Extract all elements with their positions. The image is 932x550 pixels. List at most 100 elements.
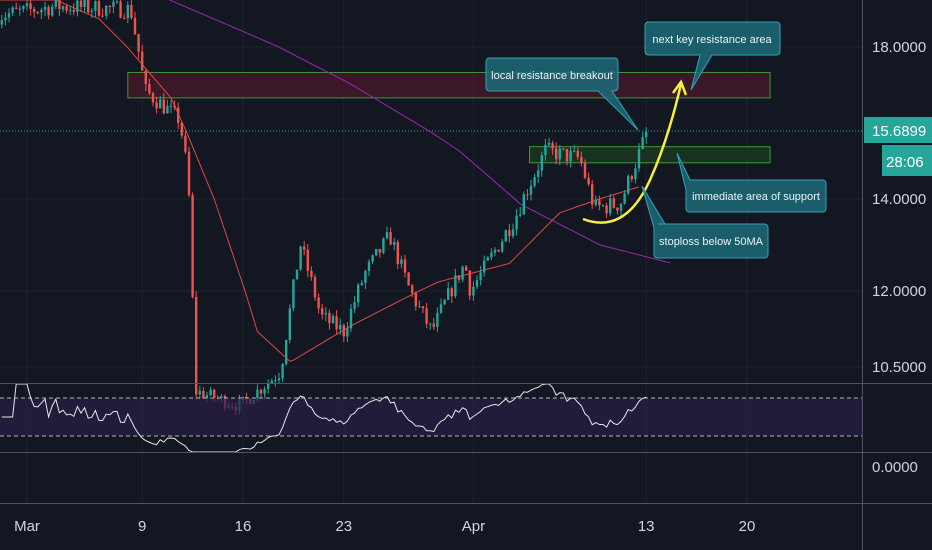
candle-up — [537, 170, 540, 177]
candle-down — [555, 148, 558, 160]
candle-down — [598, 199, 601, 206]
candle-down — [65, 6, 68, 11]
time-tick: 13 — [638, 518, 655, 535]
candle-down — [389, 232, 392, 245]
candle-down — [202, 390, 205, 399]
candle-down — [184, 135, 187, 152]
candle-down — [414, 293, 417, 307]
candle-up — [209, 389, 212, 396]
candle-down — [151, 93, 155, 103]
price-tick: 14.0000 — [872, 191, 926, 208]
candle-up — [443, 299, 446, 305]
time-tick: 20 — [739, 518, 756, 535]
candle-down — [130, 4, 133, 18]
candle-up — [295, 269, 299, 280]
candle-down — [36, 12, 39, 14]
candle-up — [447, 288, 450, 300]
candle-up — [519, 214, 522, 216]
time-tick: 16 — [235, 518, 252, 535]
candle-up — [515, 215, 518, 230]
candle-up — [472, 286, 475, 296]
candle-up — [418, 306, 421, 308]
candle-up — [360, 282, 363, 285]
candle-up — [511, 229, 515, 237]
candle-up — [115, 1, 119, 3]
candle-up — [594, 199, 597, 205]
ma50-line — [0, 0, 640, 362]
candle-up — [641, 137, 644, 149]
candle-up — [371, 255, 374, 262]
candle-up — [645, 132, 648, 138]
candle-down — [310, 270, 313, 277]
candle-up — [479, 272, 482, 281]
candle-up — [22, 6, 25, 9]
candle-down — [497, 249, 500, 252]
candle-up — [357, 284, 360, 303]
candle-up — [220, 396, 223, 399]
callout-stoploss[interactable]: stoploss below 50MA — [641, 185, 769, 259]
callout-next-key-resistance[interactable]: next key resistance area — [644, 21, 781, 91]
time-tick: 23 — [335, 518, 352, 535]
ma200-path — [169, 0, 671, 264]
price-axis[interactable]: 18.0000 14.0000 12.0000 10.5000 0.0000 1… — [864, 39, 932, 476]
candle-up — [461, 266, 464, 280]
candle-down — [551, 142, 554, 149]
callout-immediate-support[interactable]: immediate area of support — [676, 152, 827, 213]
candle-down — [403, 259, 407, 273]
candle-down — [187, 151, 191, 195]
candle-up — [540, 155, 543, 171]
candle-up — [364, 271, 367, 283]
candle-up — [483, 260, 486, 273]
time-axis[interactable]: Mar 9 16 23 Apr 13 20 — [14, 518, 755, 535]
rsi-line — [1, 383, 647, 453]
candle-up — [274, 380, 277, 382]
candle-down — [580, 157, 583, 163]
candle-down — [335, 316, 338, 330]
candle-up — [619, 203, 623, 211]
candle-up — [504, 230, 507, 242]
candle-down — [576, 150, 579, 158]
candle-down — [342, 325, 345, 337]
candle-down — [432, 323, 435, 327]
callout-text: next key resistance area — [652, 34, 772, 46]
candle-up — [83, 0, 86, 8]
candle-up — [529, 185, 533, 195]
candle-up — [18, 8, 21, 10]
candle-down — [173, 105, 176, 108]
support-zone — [529, 146, 771, 164]
callout-local-resistance-breakout[interactable]: local resistance breakout — [485, 57, 639, 131]
oscillator-tick: 0.0000 — [872, 459, 918, 476]
callout-text: local resistance breakout — [491, 70, 613, 82]
candle-down — [15, 7, 18, 9]
candle-up — [25, 3, 29, 7]
candle-down — [101, 15, 104, 17]
candle-down — [306, 249, 309, 271]
candle-up — [299, 246, 302, 270]
candle-up — [493, 249, 497, 253]
candle-up — [90, 10, 93, 13]
candle-down — [87, 0, 90, 13]
candle-up — [573, 150, 576, 152]
candle-up — [11, 7, 14, 14]
candle-down — [148, 83, 151, 94]
countdown-badge — [882, 145, 932, 176]
candle-down — [630, 176, 633, 180]
rsi-band — [0, 398, 862, 436]
candle-up — [382, 238, 385, 253]
candle-up — [454, 275, 457, 297]
candle-up — [501, 241, 504, 252]
candle-up — [205, 395, 209, 399]
candle-up — [486, 257, 489, 261]
candle-up — [94, 1, 97, 11]
candle-up — [40, 9, 43, 13]
candle-up — [324, 312, 327, 315]
candle-down — [191, 194, 194, 298]
candle-down — [421, 306, 425, 309]
candle-up — [4, 17, 7, 21]
bar-countdown: 28:06 — [886, 154, 924, 171]
candle-down — [605, 205, 608, 214]
candle-down — [468, 270, 471, 296]
candle-down — [79, 0, 83, 8]
